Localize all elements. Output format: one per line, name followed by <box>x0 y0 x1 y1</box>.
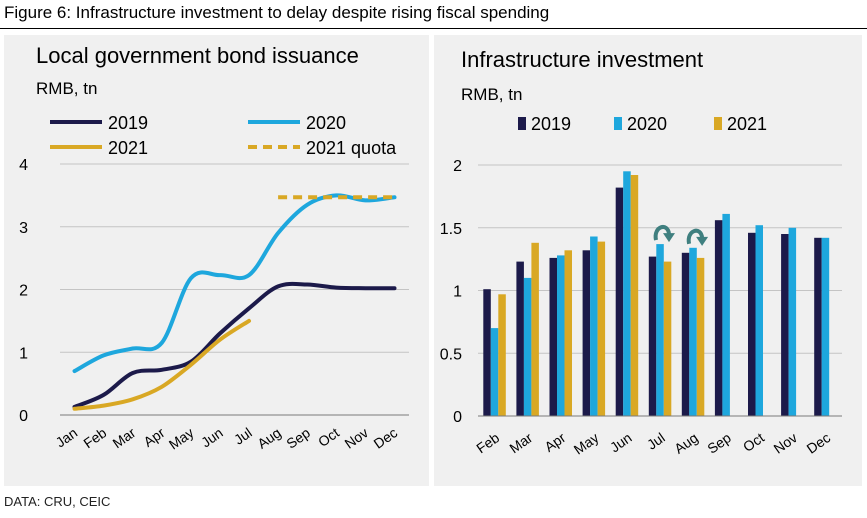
bar-2020 <box>689 247 697 416</box>
x-tick-label: Feb <box>473 429 502 456</box>
y-tick-label: 1 <box>453 284 462 301</box>
bar-2020 <box>656 244 664 416</box>
x-tick-label: Jun <box>607 429 635 455</box>
x-tick-label: Sep <box>704 429 734 457</box>
y-tick-label: 0 <box>19 408 28 425</box>
legend-swatch <box>518 117 526 130</box>
bar-2020 <box>523 277 532 416</box>
bar-2020 <box>623 171 631 416</box>
legend-label: 2020 <box>306 113 346 133</box>
bar-2021 <box>564 250 572 416</box>
bar-2019 <box>781 234 789 416</box>
arrowhead-icon <box>663 233 675 243</box>
bar-2020 <box>590 236 598 416</box>
bar-2019 <box>549 257 557 416</box>
y-tick-label: 0 <box>453 409 462 426</box>
legend-label: 2019 <box>531 114 571 134</box>
bar-2019 <box>582 250 591 416</box>
bar-2020 <box>755 225 763 416</box>
title-rule <box>0 28 867 29</box>
figure-title: Figure 6: Infrastructure investment to d… <box>4 3 550 22</box>
x-tick-label: Oct <box>315 424 342 450</box>
bar-2020 <box>490 328 499 416</box>
bond-chart-unit: RMB, tn <box>36 79 98 98</box>
bar-2019 <box>714 220 723 416</box>
bar-2019 <box>681 252 690 416</box>
y-tick-label: 4 <box>19 157 28 174</box>
bar-2019 <box>748 232 756 416</box>
x-tick-label: Mar <box>506 429 535 456</box>
y-tick-label: 0.5 <box>440 346 462 363</box>
bond-chart-title: Local government bond issuance <box>36 43 359 68</box>
x-tick-label: Nov <box>771 429 801 456</box>
bar-2021 <box>663 261 672 416</box>
bar-2019 <box>648 256 657 416</box>
y-tick-label: 1.5 <box>440 221 462 238</box>
infra-investment-chart: 0 0.5 1 1.5 2 Feb Mar Apr May Jun Jul Aug Sep Oct Nov D… <box>440 114 842 458</box>
bar-2019 <box>615 187 624 416</box>
x-tick-label: Aug <box>671 429 701 456</box>
bar-2020 <box>788 227 797 417</box>
y-tick-label: 2 <box>453 158 462 175</box>
series-line-2021 <box>72 318 251 411</box>
x-tick-label: Jul <box>231 424 255 447</box>
bond-issuance-panel: Local government bond issuance RMB, tn 0… <box>4 35 429 486</box>
x-tick-label: Jul <box>644 429 668 452</box>
x-tick-label: Nov <box>342 424 372 451</box>
bar-2019 <box>516 261 524 416</box>
x-tick-label: Oct <box>740 429 767 455</box>
x-tick-label: Feb <box>80 424 109 451</box>
x-tick-label: May <box>166 424 197 452</box>
source-note: DATA: CRU, CEIC <box>4 494 111 509</box>
y-tick-label: 1 <box>19 345 28 362</box>
legend-swatch <box>614 117 622 130</box>
down-arrow-icon <box>686 228 705 245</box>
legend-label: 2019 <box>108 113 148 133</box>
bar-2019 <box>483 289 491 416</box>
series-line-2019 <box>72 281 397 409</box>
legend-label: 2021 <box>108 138 148 158</box>
bar-2021 <box>498 294 506 416</box>
x-tick-label: Dec <box>804 429 834 456</box>
bar-2021 <box>696 257 705 416</box>
x-tick-label: Dec <box>371 424 401 451</box>
bar-2021 <box>597 241 606 416</box>
arrowhead-icon <box>696 236 709 246</box>
bar-2021 <box>630 175 639 416</box>
down-arrow-icon <box>653 225 671 241</box>
bar-2020 <box>557 255 565 416</box>
legend-swatch <box>714 117 722 130</box>
legend-label: 2021 <box>727 114 767 134</box>
x-tick-label: May <box>571 429 602 457</box>
bar-2020 <box>821 237 830 416</box>
x-tick-label: Aug <box>254 424 284 451</box>
legend-label: 2020 <box>627 114 667 134</box>
y-tick-label: 3 <box>19 220 28 237</box>
infra-chart-title: Infrastructure investment <box>461 47 704 72</box>
bar-2020 <box>722 213 730 416</box>
series-line-2020 <box>72 193 397 374</box>
infra-investment-panel: Infrastructure investment RMB, tn 0 0.5 1 1… <box>434 35 862 486</box>
infra-chart-unit: RMB, tn <box>461 85 523 104</box>
y-tick-label: 2 <box>19 283 28 300</box>
x-tick-label: Jan <box>53 424 81 450</box>
x-tick-label: Sep <box>283 424 313 452</box>
x-tick-label: Apr <box>541 429 568 455</box>
x-tick-label: Jun <box>198 424 226 450</box>
x-tick-label: Apr <box>140 424 167 450</box>
bar-2019 <box>814 237 822 416</box>
bar-2021 <box>531 242 539 416</box>
legend-label: 2021 quota <box>306 138 397 158</box>
x-tick-label: Mar <box>109 424 138 451</box>
